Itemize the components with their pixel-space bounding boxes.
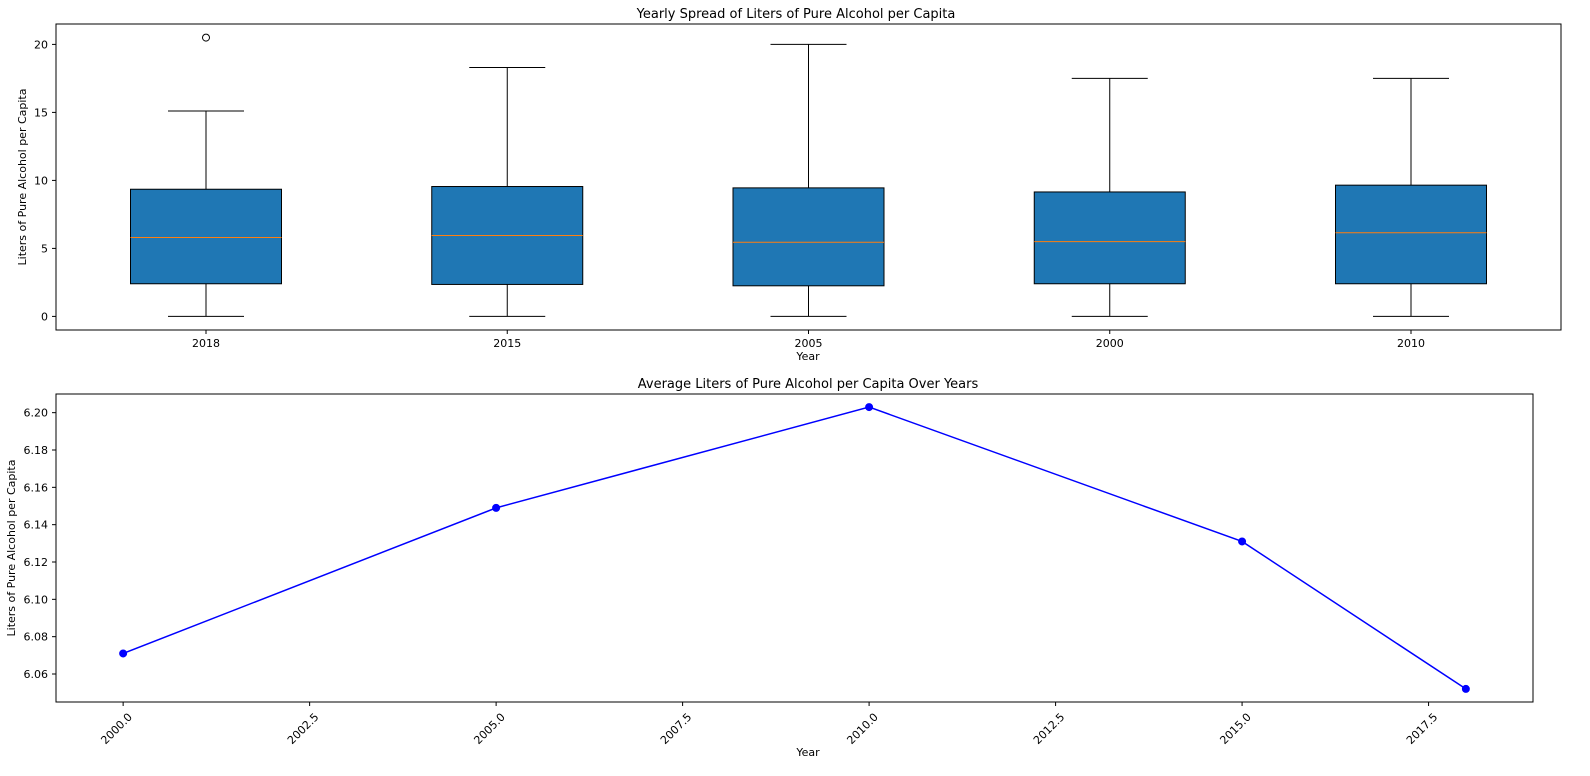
y-tick-label: 20 xyxy=(34,38,48,51)
boxplot-x-ticks: 2018 2015 2005 2000 2010 xyxy=(192,330,1425,350)
x-tick-label: 2017.5 xyxy=(1404,711,1440,747)
series-line xyxy=(122,406,1467,690)
outlier-2018-0 xyxy=(202,33,210,42)
box-body-2010 xyxy=(1335,184,1487,285)
box-2015 xyxy=(431,67,584,317)
line-y-axis-label: Liters of Pure Alcohol per Capita xyxy=(5,460,18,637)
boxplot-panel: Yearly Spread of Liters of Pure Alcohol … xyxy=(16,7,1562,363)
x-tick-label: 2002.5 xyxy=(285,711,321,747)
y-tick-label: 6.12 xyxy=(24,556,49,569)
box-body-2005 xyxy=(732,187,885,287)
data-point-2015 xyxy=(1238,537,1247,546)
y-tick-label: 5 xyxy=(41,242,48,255)
boxplot-title: Yearly Spread of Liters of Pure Alcohol … xyxy=(636,7,956,22)
line-panel: Average Liters of Pure Alcohol per Capit… xyxy=(5,377,1534,759)
line-frame xyxy=(55,393,1534,703)
x-tick-label: 2007.5 xyxy=(658,711,694,747)
y-tick-label: 0 xyxy=(41,310,48,323)
x-tick-label: 2012.5 xyxy=(1031,711,1067,747)
box-2000 xyxy=(1033,77,1186,317)
y-tick-label: 15 xyxy=(34,106,48,119)
data-point-2010 xyxy=(865,403,874,412)
y-tick-label: 6.18 xyxy=(24,444,49,457)
x-tick-label: 2000.0 xyxy=(98,711,134,747)
data-point-2000 xyxy=(119,649,128,658)
x-tick-label: 2010.0 xyxy=(844,711,880,747)
line-chart-title: Average Liters of Pure Alcohol per Capit… xyxy=(638,377,979,392)
x-tick-label: 2005.0 xyxy=(471,711,507,747)
y-tick-label: 6.10 xyxy=(24,593,49,606)
line-x-axis-label: Year xyxy=(795,746,820,759)
box-2010 xyxy=(1335,77,1487,317)
y-tick-label: 10 xyxy=(34,174,48,187)
x-tick-label: 2015 xyxy=(493,337,521,350)
x-tick-label: 2018 xyxy=(192,337,220,350)
x-tick-label: 2010 xyxy=(1397,337,1425,350)
box-2005 xyxy=(732,43,885,317)
boxplot-y-ticks: 0 5 10 15 20 xyxy=(34,38,56,323)
data-point-2005 xyxy=(492,503,501,512)
box-2018 xyxy=(130,33,282,317)
line-x-ticks: 2000.0 2002.5 2005.0 2007.5 2010.0 2012.5 2015… xyxy=(98,702,1440,747)
y-tick-label: 6.20 xyxy=(24,407,49,420)
box-body-2018 xyxy=(130,188,282,285)
x-tick-label: 2005 xyxy=(795,337,823,350)
boxplot-y-axis-label: Liters of Pure Alcohol per Capita xyxy=(16,89,29,266)
boxplot-plot-area xyxy=(130,33,1487,317)
data-point-2018 xyxy=(1461,684,1470,693)
y-tick-label: 6.06 xyxy=(24,668,49,681)
x-tick-label: 2015.0 xyxy=(1217,711,1253,747)
y-tick-label: 6.14 xyxy=(24,519,49,532)
line-plot-area xyxy=(119,403,1470,693)
y-tick-label: 6.16 xyxy=(24,481,49,494)
line-y-ticks: 6.06 6.08 6.10 6.12 6.14 6.16 6.18 6.20 xyxy=(24,407,56,681)
y-tick-label: 6.08 xyxy=(24,631,49,644)
x-tick-label: 2000 xyxy=(1096,337,1124,350)
boxplot-x-axis-label: Year xyxy=(795,350,820,363)
box-body-2000 xyxy=(1033,191,1186,285)
